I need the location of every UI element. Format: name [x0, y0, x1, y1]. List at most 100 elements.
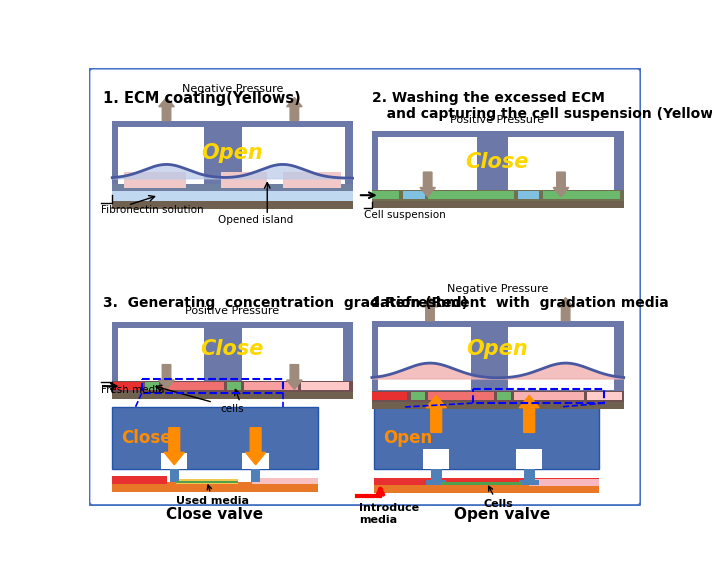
Bar: [251, 469, 261, 482]
Bar: [524, 469, 535, 484]
Bar: [112, 382, 142, 390]
Bar: [372, 392, 407, 400]
Bar: [516, 449, 543, 469]
Bar: [519, 480, 539, 485]
Text: Negative Pressure: Negative Pressure: [446, 284, 548, 294]
Polygon shape: [159, 98, 174, 120]
Polygon shape: [164, 428, 184, 465]
Text: Used media: Used media: [177, 485, 249, 506]
Bar: [112, 185, 352, 191]
Text: Positive Pressure: Positive Pressure: [185, 306, 279, 316]
Bar: [473, 389, 604, 403]
Text: Close valve: Close valve: [166, 507, 263, 522]
Bar: [243, 328, 343, 386]
Bar: [221, 172, 267, 187]
Bar: [543, 191, 620, 199]
Text: Close: Close: [466, 152, 529, 172]
Bar: [375, 478, 599, 486]
Bar: [372, 191, 399, 199]
Bar: [112, 322, 352, 391]
Polygon shape: [558, 298, 573, 321]
Text: Open: Open: [201, 143, 263, 163]
Polygon shape: [553, 172, 569, 197]
Bar: [112, 202, 352, 209]
Bar: [431, 469, 441, 484]
Polygon shape: [420, 172, 436, 197]
Bar: [403, 191, 424, 199]
Polygon shape: [426, 395, 446, 432]
Bar: [428, 392, 493, 400]
Bar: [508, 327, 614, 390]
Bar: [426, 480, 446, 485]
Bar: [378, 327, 471, 390]
Text: Open valve: Open valve: [454, 507, 550, 522]
Bar: [176, 479, 238, 484]
Bar: [441, 482, 522, 486]
Bar: [411, 392, 424, 400]
Bar: [252, 478, 318, 484]
Bar: [112, 381, 352, 391]
Text: 4.Refreshment  with  gradation media: 4.Refreshment with gradation media: [370, 296, 669, 310]
Polygon shape: [159, 365, 174, 389]
Bar: [518, 191, 539, 199]
Bar: [515, 392, 585, 400]
Text: cells: cells: [221, 404, 244, 414]
Polygon shape: [519, 395, 539, 432]
Text: Opened island: Opened island: [218, 215, 293, 225]
Bar: [372, 391, 624, 402]
Bar: [118, 328, 204, 386]
Bar: [587, 392, 622, 400]
Bar: [145, 382, 159, 390]
Text: Open: Open: [384, 429, 433, 447]
Bar: [124, 172, 186, 187]
Text: Open: Open: [466, 339, 528, 359]
Bar: [162, 382, 224, 390]
Text: Positive Pressure: Positive Pressure: [451, 115, 545, 125]
Text: 2. Washing the excessed ECM
   and capturing the cell suspension (Yellow): 2. Washing the excessed ECM and capturin…: [372, 91, 712, 122]
Bar: [283, 172, 341, 187]
Text: Close: Close: [122, 429, 172, 447]
Bar: [112, 189, 352, 202]
Bar: [112, 482, 318, 492]
Bar: [142, 379, 283, 393]
Polygon shape: [246, 428, 266, 465]
Text: Close: Close: [201, 339, 264, 359]
Bar: [529, 479, 599, 486]
Polygon shape: [422, 298, 438, 321]
Bar: [161, 453, 187, 469]
Bar: [372, 321, 624, 402]
Polygon shape: [287, 365, 302, 389]
Bar: [176, 481, 238, 483]
Text: Fibronectin solution: Fibronectin solution: [100, 205, 203, 215]
Bar: [243, 127, 345, 190]
Bar: [423, 449, 449, 469]
Bar: [243, 453, 269, 469]
Bar: [372, 201, 624, 208]
Bar: [118, 127, 204, 190]
Bar: [372, 190, 624, 201]
Text: 3.  Generating  concentration  gradation (Red): 3. Generating concentration gradation (R…: [103, 296, 468, 310]
Bar: [378, 137, 477, 195]
Bar: [112, 476, 167, 484]
Bar: [429, 191, 513, 199]
Bar: [375, 484, 599, 493]
Bar: [112, 407, 318, 469]
Text: Fresh media: Fresh media: [100, 385, 164, 395]
Bar: [372, 131, 624, 201]
Bar: [169, 469, 179, 482]
Bar: [244, 382, 298, 390]
Text: Cells: Cells: [483, 486, 513, 509]
FancyBboxPatch shape: [89, 68, 641, 506]
Bar: [375, 407, 599, 469]
Bar: [227, 382, 241, 390]
Bar: [301, 382, 350, 390]
Bar: [508, 137, 614, 195]
Text: 1. ECM coating(Yellows): 1. ECM coating(Yellows): [103, 91, 300, 106]
Bar: [112, 120, 352, 202]
Polygon shape: [287, 98, 302, 120]
Bar: [112, 391, 352, 399]
Bar: [372, 402, 624, 410]
Text: Introduce
media: Introduce media: [359, 503, 419, 525]
Text: Negative Pressure: Negative Pressure: [182, 83, 283, 94]
Bar: [498, 392, 511, 400]
